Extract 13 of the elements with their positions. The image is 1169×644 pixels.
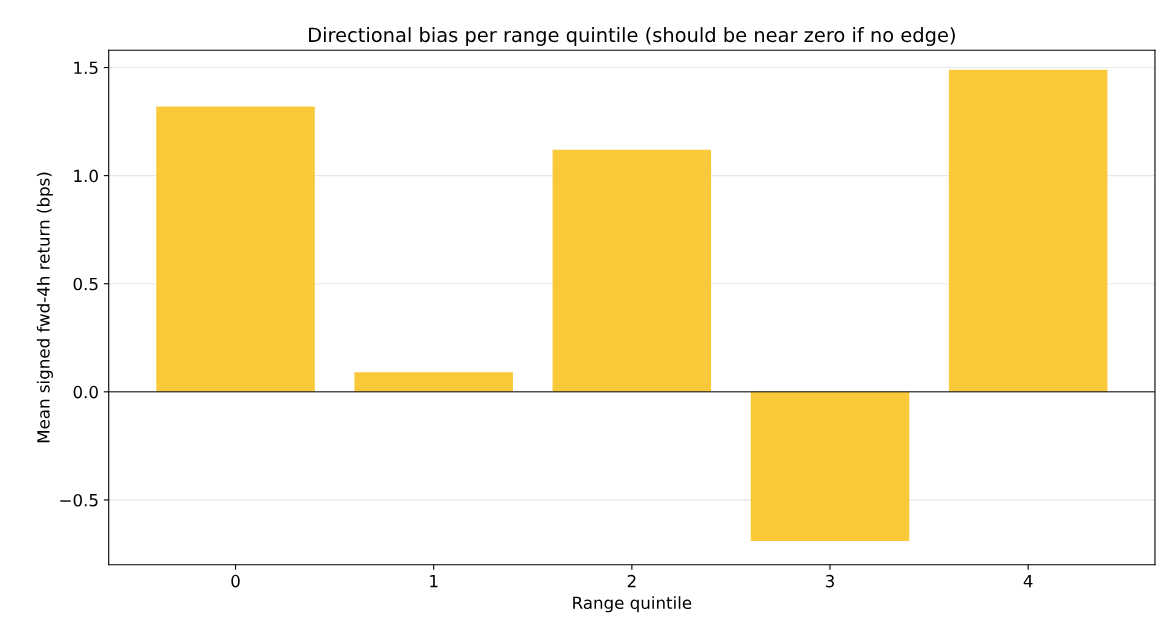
- x-tick-label: 2: [627, 574, 636, 588]
- chart-title: Directional bias per range quintile (should be near zero if no edge): [309, 27, 955, 46]
- y-tick-label: 0.5: [73, 277, 98, 291]
- y-tick-label: −0.5: [60, 493, 98, 507]
- x-axis-title: Range quintile: [573, 596, 692, 613]
- x-tick-label: 3: [825, 574, 834, 588]
- y-tick-label: 1.0: [74, 169, 98, 183]
- x-tick-label: 0: [231, 574, 240, 588]
- y-axis-title: Mean signed fwd-4h return (bps): [36, 172, 53, 443]
- x-tick-label: 4: [1023, 575, 1033, 588]
- y-tick-label: 1.5: [74, 61, 98, 75]
- y-tick-label: 0.0: [73, 385, 98, 399]
- x-tick-label: 1: [430, 575, 438, 588]
